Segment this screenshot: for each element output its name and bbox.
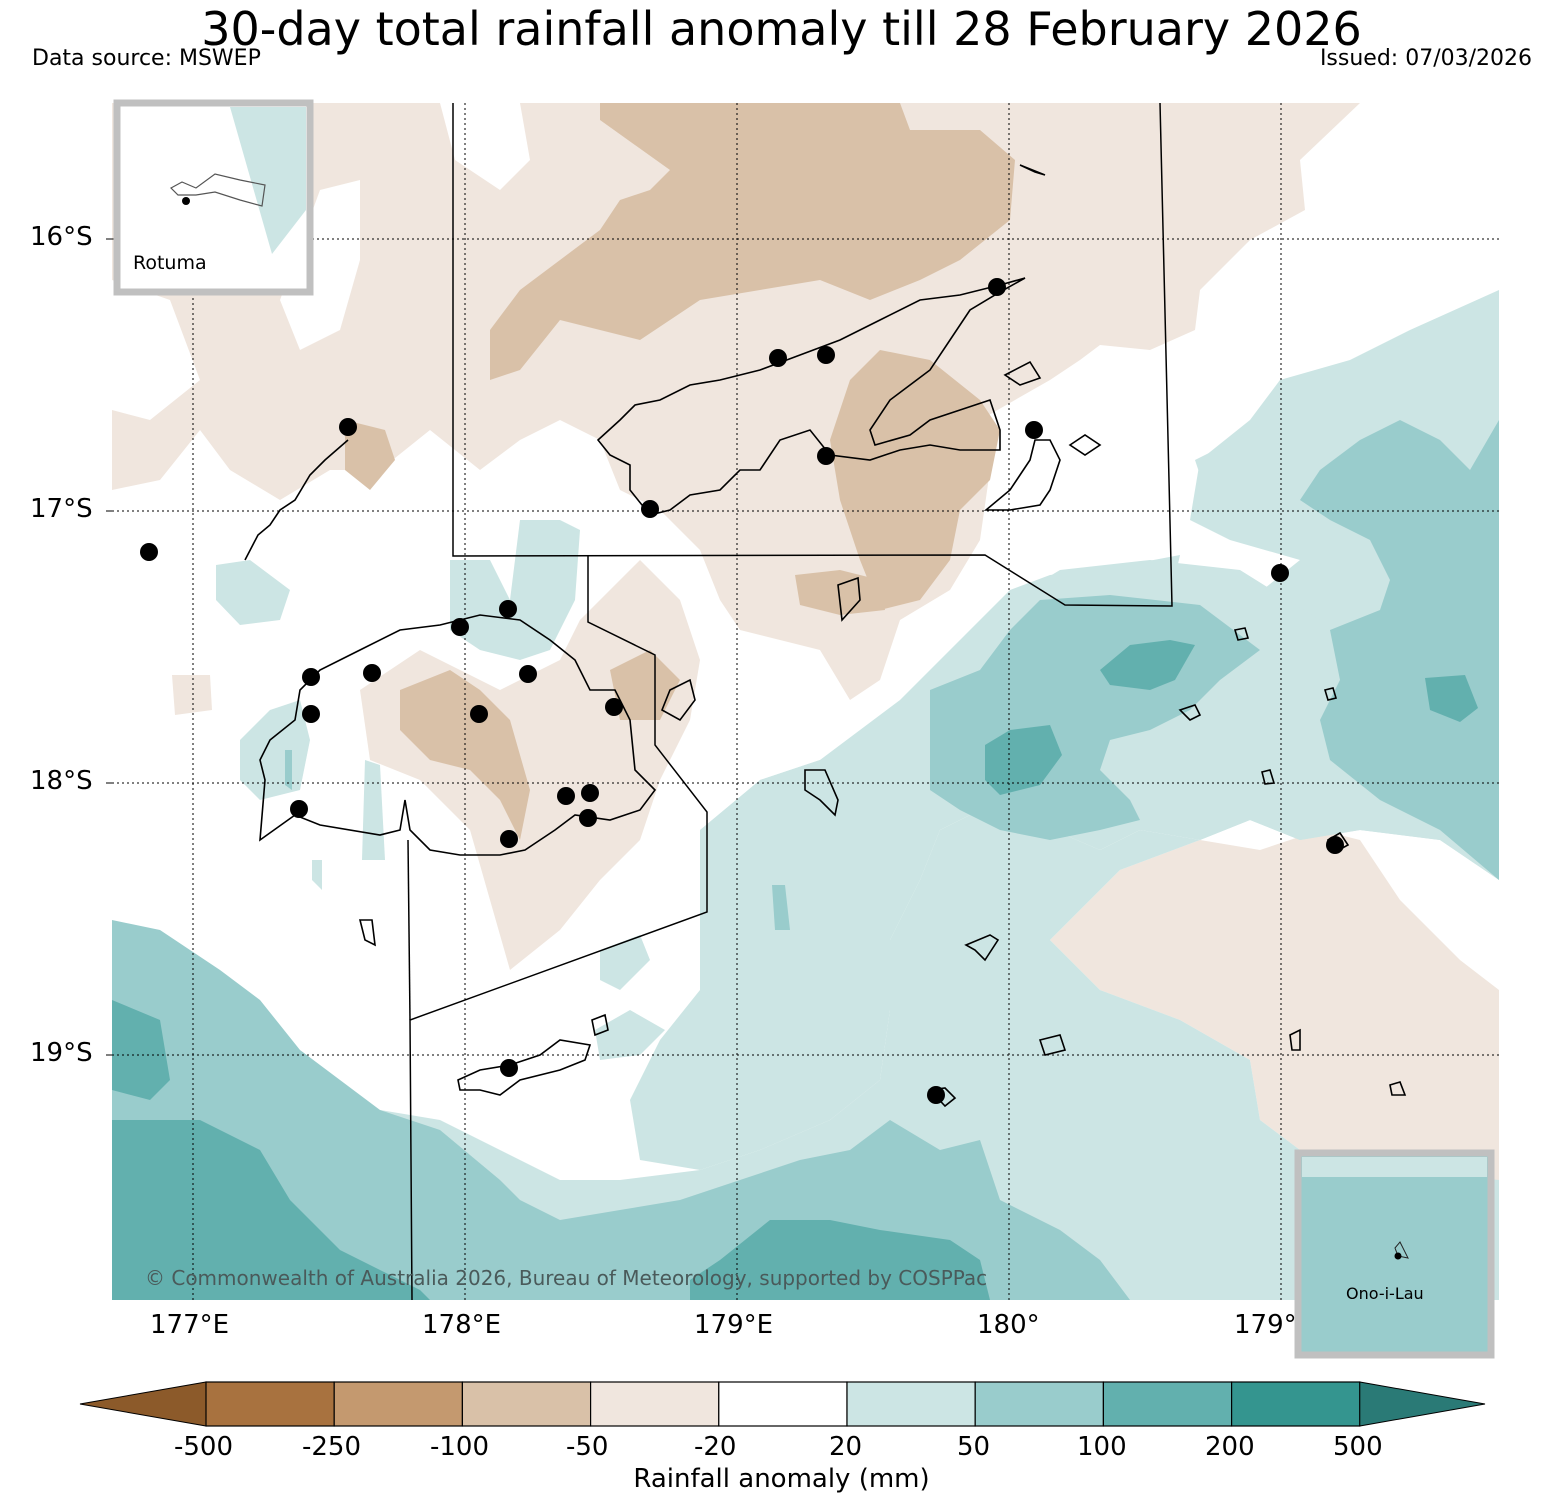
- colorbar-segment: [205, 1381, 335, 1427]
- colorbar-tick: 500: [1333, 1432, 1383, 1462]
- contour-mod-wet-small: [772, 885, 790, 930]
- colorbar: [79, 1381, 1486, 1427]
- contour-dry-gap-north: [280, 180, 360, 350]
- colorbar-tick: -20: [694, 1432, 737, 1462]
- lon-label-178e: 178°E: [422, 1310, 502, 1340]
- rotuma-label: Rotuma: [133, 252, 207, 274]
- contour-dry-core-small: [795, 570, 885, 615]
- lon-label-179e: 179°E: [694, 1310, 774, 1340]
- colorbar-segment: [718, 1381, 848, 1427]
- colorbar-segment: [589, 1381, 720, 1427]
- contour-wet-core-6: [690, 1220, 990, 1300]
- contour-wet-southfill: [630, 560, 1499, 1170]
- lat-label-19s: 19°S: [30, 1038, 93, 1068]
- colorbar-segment: [333, 1381, 464, 1427]
- colorbar-segment: [974, 1381, 1105, 1427]
- contour-dry-southeast: [1050, 830, 1499, 1200]
- colorbar-extend-max: [1359, 1381, 1486, 1427]
- colorbar-segment: [1230, 1381, 1361, 1427]
- colorbar-segment: [1102, 1381, 1233, 1427]
- contour-wet-core-3: [1425, 675, 1478, 722]
- copyright-notice: © Commonwealth of Australia 2026, Bureau…: [145, 1266, 988, 1290]
- lat-label-17s: 17°S: [30, 494, 93, 524]
- contour-wet-core-2: [985, 725, 1062, 795]
- colorbar-segment: [461, 1381, 592, 1427]
- contour-dry-central: [360, 560, 700, 970]
- contour-wet-small-6: [1195, 450, 1222, 490]
- colorbar-tick: -100: [430, 1432, 490, 1462]
- contour-wet-core-5: [112, 1120, 430, 1300]
- data-source-label: Data source: MSWEP: [32, 46, 261, 71]
- lon-label-179w: 179°: [1234, 1310, 1296, 1340]
- ono-i-lau-inset: [1294, 1149, 1495, 1359]
- contour-wet-small-3: [240, 700, 310, 800]
- contour-dry-north: [112, 103, 1360, 700]
- colorbar-tick: 20: [829, 1432, 863, 1462]
- contour-dry-core-lakeba: [610, 650, 680, 720]
- lon-label-180: 180°: [977, 1310, 1040, 1340]
- lon-label-177e: 177°E: [150, 1310, 230, 1340]
- colorbar-tick: -250: [302, 1432, 362, 1462]
- axis-ticks: [106, 238, 112, 1056]
- contour-mod-wet-southwest: [112, 920, 1130, 1300]
- colorbar-tick: 50: [957, 1432, 991, 1462]
- colorbar-extend-min: [79, 1381, 207, 1427]
- colorbar-tick: -500: [174, 1432, 234, 1462]
- colorbar-tick: 200: [1205, 1432, 1255, 1462]
- contour-dry-core-west: [345, 420, 395, 490]
- colorbar-tick: 100: [1077, 1432, 1127, 1462]
- contour-dry-west-strip: [112, 280, 200, 420]
- map-title: 30-day total rainfall anomaly till 28 Fe…: [201, 2, 1362, 56]
- contour-mod-wet-small2: [285, 750, 292, 790]
- contour-dry-core-east: [830, 350, 1000, 610]
- issued-date-label: Issued: 07/03/2026: [1319, 46, 1532, 71]
- contour-wet-small-4: [600, 935, 650, 990]
- lat-label-18s: 18°S: [30, 766, 93, 796]
- contour-wet-small-2: [450, 520, 580, 660]
- contour-wet-small-1: [216, 560, 290, 625]
- division-boundaries: [407, 103, 1173, 1300]
- contour-wet-small-5: [595, 1010, 665, 1060]
- rotuma-inset: [113, 99, 314, 296]
- contour-wet-core-4: [112, 1000, 170, 1100]
- anomaly-contours: [112, 103, 1499, 1300]
- colorbar-segment: [846, 1381, 976, 1427]
- colorbar-tick: -50: [566, 1432, 609, 1462]
- ono-i-lau-label: Ono-i-Lau: [1346, 1284, 1424, 1303]
- contour-dry-core-north: [490, 103, 1015, 380]
- lat-label-16s: 16°S: [30, 222, 93, 252]
- station-markers: [140, 278, 1344, 1104]
- colorbar-title: Rainfall anomaly (mm): [633, 1464, 930, 1494]
- contour-dry-rotuma-gap: [440, 103, 530, 190]
- contour-mod-wet-east: [1300, 420, 1499, 880]
- contour-dry-west-small: [172, 675, 212, 715]
- contour-wet-small-8: [312, 860, 322, 890]
- contour-wet-core-1: [1100, 640, 1195, 690]
